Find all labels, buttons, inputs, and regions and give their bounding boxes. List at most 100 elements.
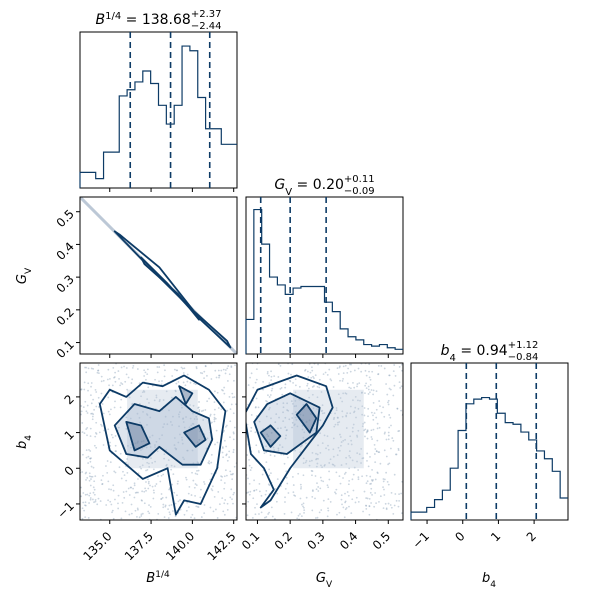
- scatter-point: [124, 380, 127, 383]
- scatter-point: [361, 475, 364, 478]
- scatter-point: [260, 511, 263, 514]
- scatter-point: [311, 452, 314, 454]
- scatter-point: [388, 374, 391, 377]
- scatter-point: [148, 465, 151, 468]
- panel-title-err-minus: −0.09: [344, 186, 375, 197]
- scatter-point: [165, 463, 168, 466]
- scatter-point: [282, 411, 284, 414]
- scatter-point: [373, 412, 376, 414]
- scatter-point: [258, 420, 261, 423]
- scatter-point: [131, 366, 134, 369]
- scatter-point: [299, 513, 301, 515]
- scatter-point: [375, 390, 378, 393]
- scatter-point: [248, 493, 251, 496]
- scatter-point: [306, 384, 309, 387]
- scatter-point: [299, 413, 302, 416]
- scatter-point: [379, 495, 382, 498]
- scatter-point: [352, 489, 355, 492]
- scatter-point: [152, 497, 155, 500]
- scatter-point: [400, 409, 403, 412]
- scatter-point: [321, 442, 324, 445]
- scatter-point: [294, 449, 297, 452]
- scatter-point: [220, 408, 223, 411]
- scatter-point: [157, 512, 160, 515]
- scatter-point: [186, 449, 189, 452]
- scatter-point: [85, 456, 88, 459]
- scatter-point: [347, 443, 350, 445]
- x-tick-label: 1: [488, 529, 503, 544]
- scatter-point: [110, 503, 113, 506]
- scatter-point: [172, 415, 174, 418]
- scatter-point: [382, 478, 385, 480]
- scatter-point: [171, 424, 174, 426]
- scatter-point: [80, 413, 83, 416]
- scatter-point: [145, 378, 147, 381]
- scatter-point: [158, 399, 161, 401]
- scatter-point: [254, 431, 257, 434]
- axis-labels: B1/4 GV b4 GV b4: [15, 267, 496, 590]
- scatter-point: [92, 398, 95, 401]
- scatter-point: [365, 482, 368, 485]
- scatter-point: [272, 446, 275, 449]
- scatter-point: [321, 404, 324, 407]
- scatter-point: [223, 475, 226, 478]
- scatter-point: [184, 384, 187, 387]
- scatter-point: [200, 488, 202, 491]
- scatter-point: [90, 385, 92, 388]
- scatter-point: [92, 413, 95, 416]
- scatter-point: [109, 461, 112, 464]
- scatter-point: [333, 464, 336, 467]
- scatter-point: [254, 513, 257, 516]
- scatter-point: [293, 494, 296, 497]
- scatter-point: [349, 387, 352, 390]
- scatter-point: [353, 466, 356, 469]
- scatter-point: [199, 430, 201, 433]
- scatter-point: [352, 423, 355, 426]
- scatter-point: [285, 429, 288, 432]
- scatter-point: [117, 426, 120, 429]
- scatter-point: [310, 469, 313, 472]
- scatter-point: [146, 461, 149, 464]
- scatter-point: [320, 464, 322, 467]
- scatter-point: [316, 482, 318, 485]
- scatter-point: [294, 495, 297, 497]
- scatter-point: [89, 457, 91, 460]
- scatter-point: [298, 385, 301, 388]
- scatter-point: [164, 504, 167, 507]
- scatter-point: [311, 474, 313, 477]
- scatter-point: [393, 504, 396, 507]
- scatter-point: [317, 363, 319, 366]
- scatter-point: [340, 498, 343, 501]
- scatter-point: [351, 498, 354, 501]
- scatter-point: [353, 386, 356, 389]
- scatter-point: [193, 517, 196, 520]
- scatter-point: [105, 465, 107, 467]
- scatter-point: [286, 429, 288, 431]
- scatter-point: [195, 366, 198, 368]
- scatter-point: [314, 374, 317, 377]
- scatter-point: [387, 399, 390, 402]
- scatter-point: [346, 372, 349, 374]
- scatter-point: [94, 431, 97, 434]
- scatter-point: [338, 366, 341, 369]
- scatter-point: [188, 426, 191, 429]
- scatter-point: [282, 402, 285, 405]
- scatter-point: [194, 383, 197, 386]
- scatter-point: [148, 512, 151, 515]
- scatter-point: [229, 496, 232, 499]
- scatter-point: [248, 483, 251, 485]
- scatter-point: [383, 478, 386, 481]
- scatter-point: [342, 439, 345, 442]
- scatter-point: [329, 458, 332, 461]
- scatter-point: [357, 399, 359, 402]
- scatter-point: [386, 393, 389, 396]
- scatter-point: [377, 373, 379, 376]
- scatter-point: [344, 471, 347, 474]
- scatter-point: [348, 454, 351, 457]
- scatter-point: [224, 369, 227, 371]
- scatter-point: [345, 506, 348, 509]
- scatter-point: [182, 421, 185, 423]
- scatter-point: [202, 419, 205, 421]
- scatter-point: [393, 473, 396, 476]
- scatter-point: [176, 482, 179, 485]
